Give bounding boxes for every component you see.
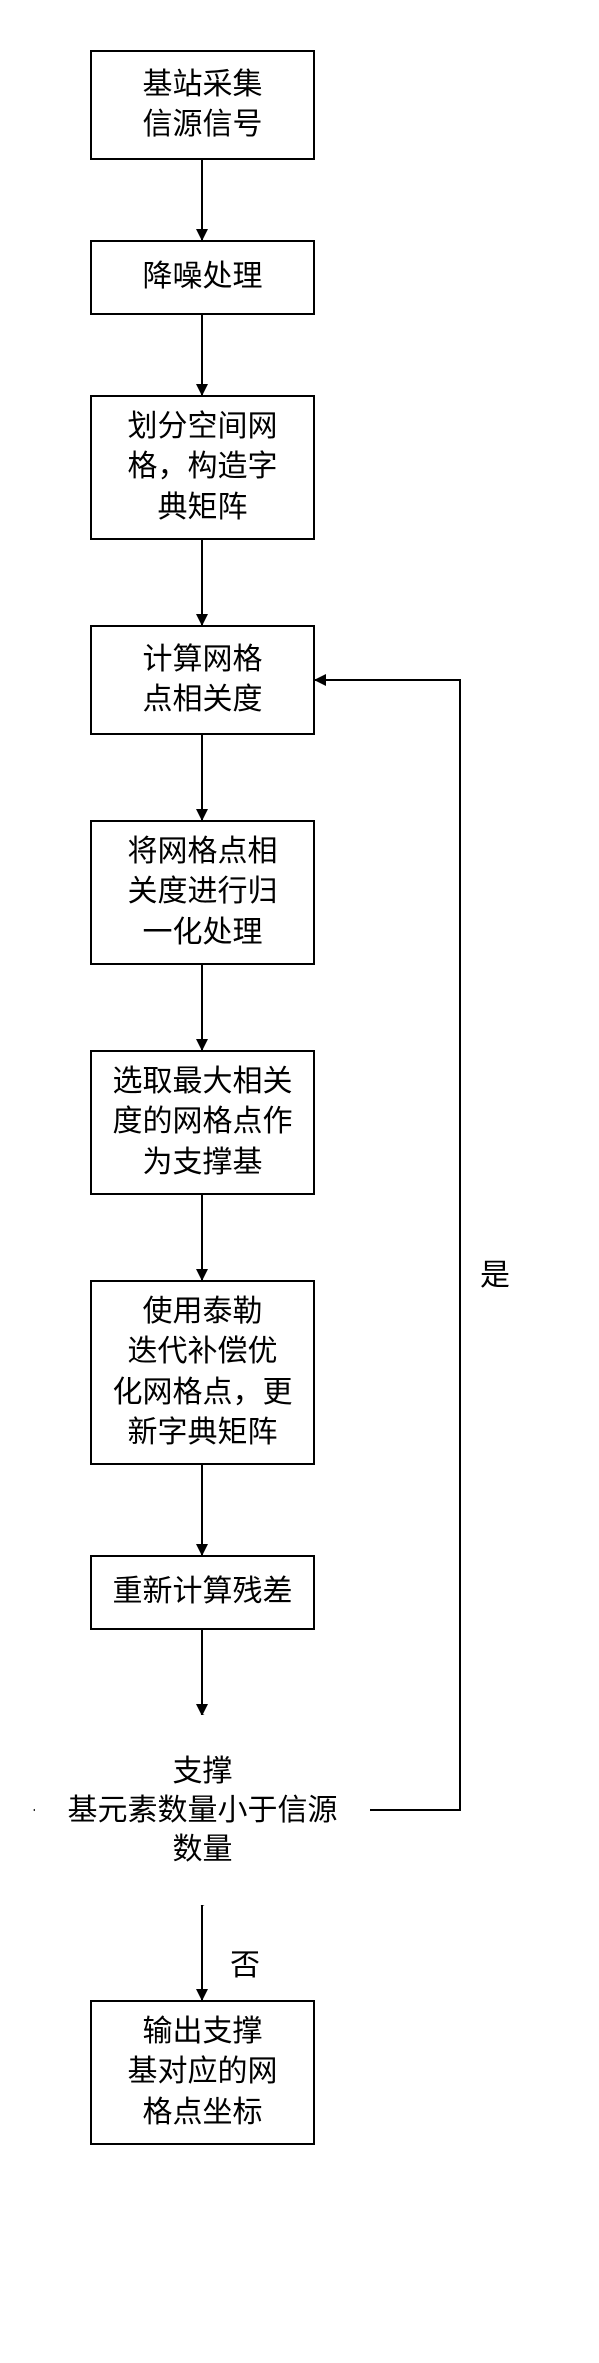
process-n10: 输出支撑 基对应的网 格点坐标	[90, 2000, 315, 2145]
decision-n9: 支撑 基元素数量小于信源 数量	[35, 1715, 370, 1905]
process-n3: 划分空间网 格，构造字 典矩阵	[90, 395, 315, 540]
process-label-n6: 选取最大相关 度的网格点作 为支撑基	[113, 1062, 293, 1184]
flowchart-canvas: 基站采集 信源信号降噪处理划分空间网 格，构造字 典矩阵计算网格 点相关度将网格…	[0, 0, 599, 2363]
process-label-n4: 计算网格 点相关度	[143, 640, 263, 721]
process-label-n8: 重新计算残差	[113, 1572, 293, 1613]
process-label-n1: 基站采集 信源信号	[143, 65, 263, 146]
process-label-n2: 降噪处理	[143, 257, 263, 298]
decision-label-n9: 支撑 基元素数量小于信源 数量	[68, 1752, 338, 1869]
process-n5: 将网格点相 关度进行归 一化处理	[90, 820, 315, 965]
process-label-n10: 输出支撑 基对应的网 格点坐标	[128, 2012, 278, 2134]
process-n2: 降噪处理	[90, 240, 315, 315]
edge-label-n9-n4: 是	[480, 1250, 510, 1294]
process-n1: 基站采集 信源信号	[90, 50, 315, 160]
edge-n9-n4	[315, 680, 460, 1810]
process-label-n5: 将网格点相 关度进行归 一化处理	[128, 832, 278, 954]
edge-label-n9-n10: 否	[230, 1940, 260, 1984]
process-label-n7: 使用泰勒 迭代补偿优 化网格点，更 新字典矩阵	[113, 1292, 293, 1454]
process-n4: 计算网格 点相关度	[90, 625, 315, 735]
process-n6: 选取最大相关 度的网格点作 为支撑基	[90, 1050, 315, 1195]
process-label-n3: 划分空间网 格，构造字 典矩阵	[128, 407, 278, 529]
process-n8: 重新计算残差	[90, 1555, 315, 1630]
process-n7: 使用泰勒 迭代补偿优 化网格点，更 新字典矩阵	[90, 1280, 315, 1465]
